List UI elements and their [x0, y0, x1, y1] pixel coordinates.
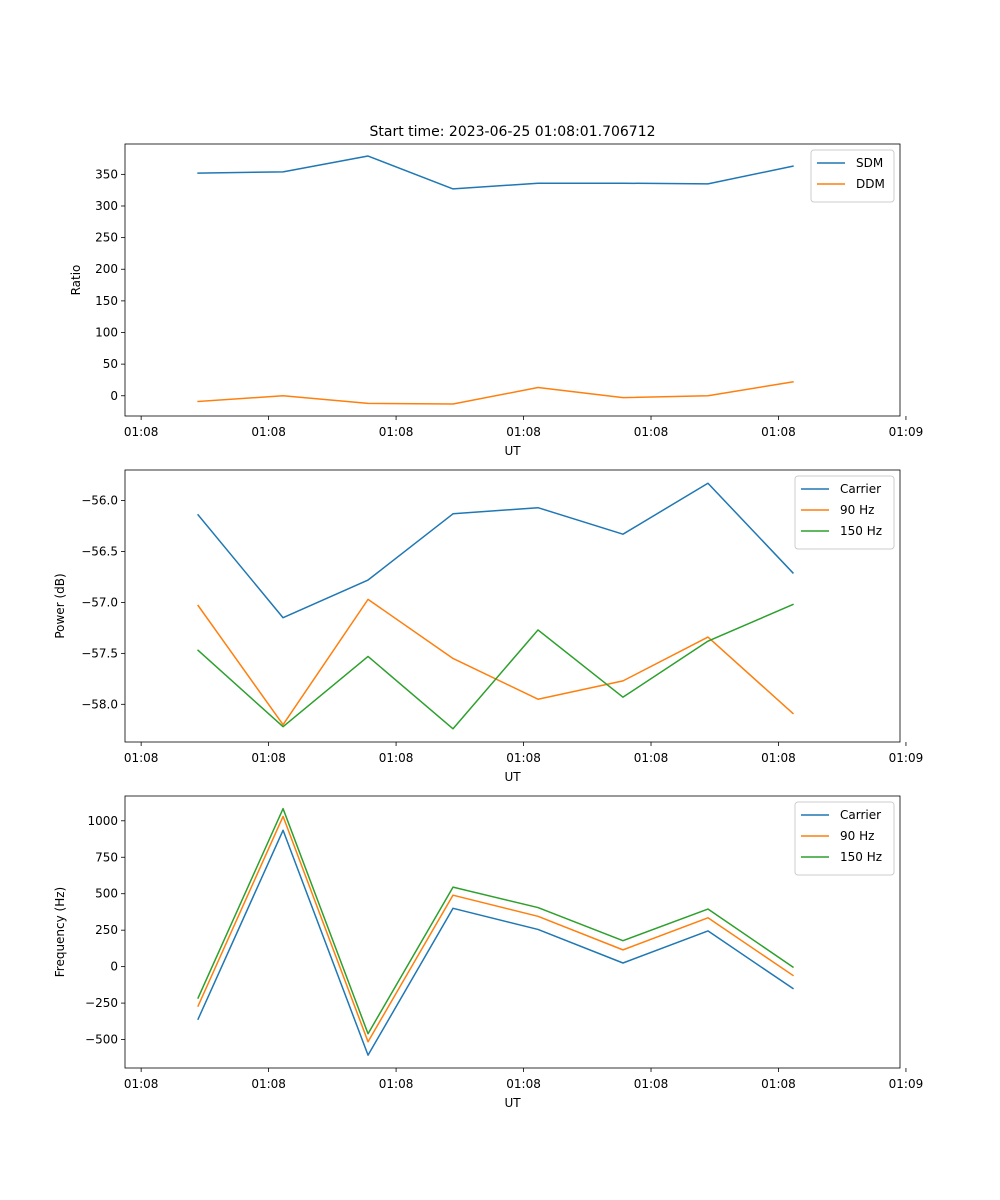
y-tick-label: 100 [95, 326, 118, 340]
x-tick-label: 01:08 [634, 1077, 669, 1091]
y-tick-label: −500 [85, 1033, 118, 1047]
panel-1: Start time: 2023-06-25 01:08:01.70671201… [69, 124, 923, 458]
y-tick-label: 250 [95, 923, 118, 937]
legend: Carrier 90 Hz 150 Hz [794, 801, 895, 876]
series-line-carrier [197, 482, 794, 619]
y-tick-label: 300 [95, 199, 118, 213]
series-line-ddm [197, 380, 794, 405]
x-tick-label: 01:08 [251, 751, 286, 765]
y-axis-label: Power (dB) [53, 573, 67, 638]
chart-title: Start time: 2023-06-25 01:08:01.706712 [369, 124, 655, 140]
x-tick-label: 01:09 [889, 1077, 924, 1091]
x-tick-label: 01:09 [889, 425, 924, 439]
y-tick-label: −56.0 [81, 494, 118, 508]
series-line-150-hz [197, 807, 794, 1035]
y-axis-label: Ratio [69, 265, 83, 296]
x-tick-label: 01:08 [634, 425, 669, 439]
legend-label: 150 Hz [840, 850, 882, 864]
y-tick-label: −57.5 [81, 646, 118, 660]
legend-label: SDM [856, 156, 883, 170]
x-tick-label: 01:08 [634, 751, 669, 765]
x-tick-label: 01:09 [889, 751, 924, 765]
x-tick-label: 01:08 [251, 425, 286, 439]
y-tick-label: 50 [103, 357, 118, 371]
y-tick-label: 750 [95, 850, 118, 864]
y-tick-label: 1000 [87, 814, 118, 828]
plot-frame [124, 795, 901, 1069]
x-axis-label: UT [504, 770, 521, 784]
x-tick-label: 01:08 [761, 425, 796, 439]
legend: Carrier 90 Hz 150 Hz [794, 475, 895, 550]
legend-label: DDM [856, 177, 885, 191]
y-tick-label: −58.0 [81, 697, 118, 711]
y-axis-label: Frequency (Hz) [53, 887, 67, 978]
x-tick-label: 01:08 [761, 1077, 796, 1091]
x-tick-label: 01:08 [251, 1077, 286, 1091]
x-axis-label: UT [504, 444, 521, 458]
legend-label: 90 Hz [840, 829, 874, 843]
legend-label: 150 Hz [840, 524, 882, 538]
x-tick-label: 01:08 [124, 751, 159, 765]
x-tick-label: 01:08 [379, 1077, 414, 1091]
panel-2: 01:08 01:08 01:08 01:08 01:08 01:08 01:09 −58.0… [53, 469, 924, 784]
y-tick-label: −250 [85, 996, 118, 1010]
x-tick-label: 01:08 [379, 751, 414, 765]
x-tick-label: 01:08 [506, 1077, 541, 1091]
legend: SDM DDM [810, 149, 895, 203]
panel-3: 01:08 01:08 01:08 01:08 01:08 01:08 01:09 −500 −… [53, 795, 924, 1110]
legend-label: 90 Hz [840, 503, 874, 517]
y-tick-label: 250 [95, 231, 118, 245]
y-tick-label: −56.5 [81, 544, 118, 558]
y-tick-label: 0 [110, 960, 118, 974]
x-axis-label: UT [504, 1096, 521, 1110]
plot-frame [124, 469, 901, 743]
plot-frame [124, 143, 901, 417]
legend-label: Carrier [840, 808, 881, 822]
y-tick-label: −57.0 [81, 595, 118, 609]
y-tick-label: 0 [110, 389, 118, 403]
x-tick-label: 01:08 [761, 751, 796, 765]
x-tick-label: 01:08 [506, 425, 541, 439]
series-line-150-hz [197, 603, 794, 730]
legend-label: Carrier [840, 482, 881, 496]
series-line-sdm [197, 155, 794, 190]
series-line-carrier [197, 829, 794, 1056]
x-tick-label: 01:08 [506, 751, 541, 765]
y-tick-label: 350 [95, 167, 118, 181]
series-line-90-hz [197, 815, 794, 1043]
x-tick-label: 01:08 [124, 1077, 159, 1091]
y-tick-label: 150 [95, 294, 118, 308]
y-tick-label: 500 [95, 887, 118, 901]
x-tick-label: 01:08 [124, 425, 159, 439]
series-line-90-hz [197, 598, 794, 726]
y-tick-label: 200 [95, 262, 118, 276]
x-tick-label: 01:08 [379, 425, 414, 439]
